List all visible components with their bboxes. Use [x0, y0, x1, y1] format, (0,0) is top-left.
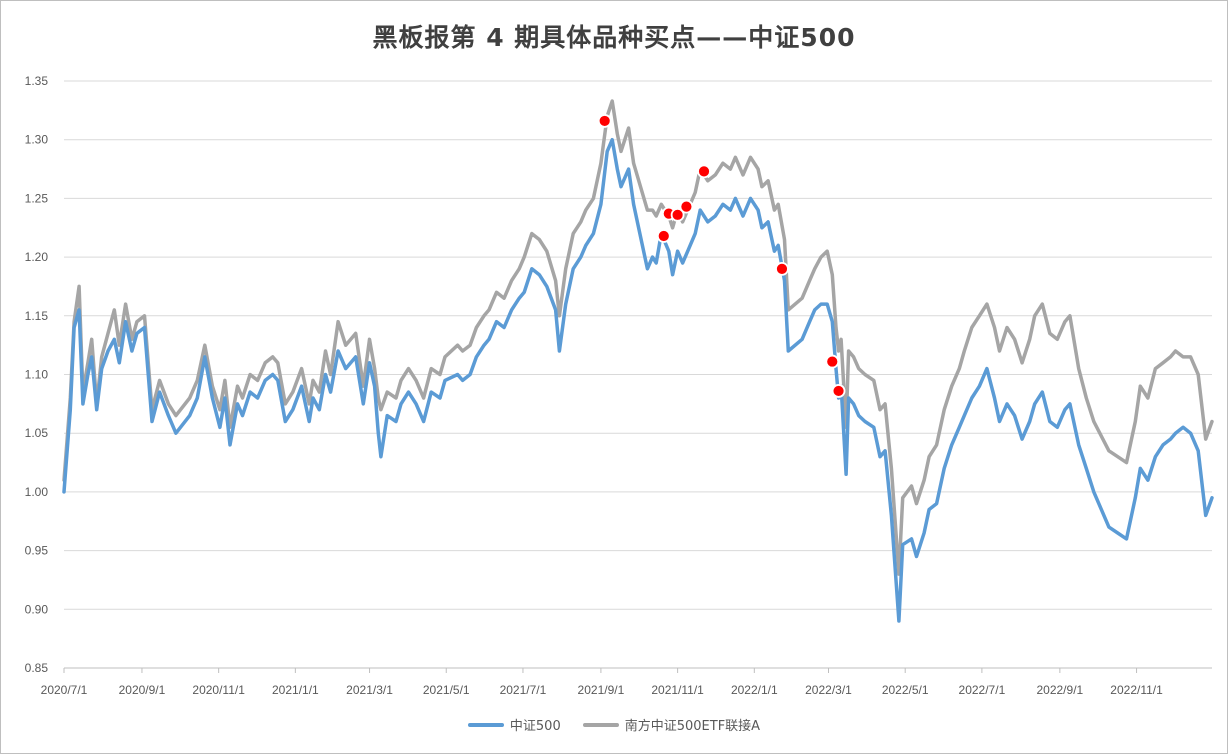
x-tick-label: 2022/5/1: [882, 683, 929, 697]
tick-labels: 0.85 0.90 0.95 1.00 1.05 1.10 1.15 1.20 1.25 1.30…: [25, 74, 1163, 697]
legend: 中证500 南方中证500ETF联接A: [0, 715, 1228, 734]
buy-points: [597, 114, 846, 398]
y-tick-label: 0.85: [25, 661, 49, 675]
x-tick-label: 2022/7/1: [959, 683, 1006, 697]
buy-point-marker: [597, 114, 612, 128]
series: [62, 99, 1214, 623]
y-tick-label: 1.20: [25, 250, 49, 264]
axes: [63, 667, 1212, 673]
y-tick-label: 0.90: [25, 602, 49, 616]
x-tick-label: 2020/9/1: [119, 683, 166, 697]
x-tick-label: 2020/7/1: [41, 683, 88, 697]
x-tick-label: 2021/5/1: [423, 683, 470, 697]
x-tick-label: 2022/3/1: [805, 683, 852, 697]
x-tick-label: 2022/11/1: [1110, 683, 1163, 697]
buy-point-marker: [825, 354, 840, 369]
series-line-etf: [62, 99, 1214, 576]
y-tick-label: 1.15: [25, 309, 49, 323]
x-tick-label: 2021/7/1: [500, 683, 547, 697]
y-tick-label: 1.30: [25, 133, 49, 147]
x-tick-label: 2021/9/1: [578, 683, 625, 697]
legend-item-csi500: 中证500: [467, 715, 561, 734]
legend-label-etf: 南方中证500ETF联接A: [624, 719, 761, 734]
legend-swatch-csi500: [467, 722, 504, 727]
x-tick-label: 2021/3/1: [346, 683, 393, 697]
x-tick-label: 2021/1/1: [272, 683, 319, 697]
buy-point-marker: [697, 164, 711, 179]
x-tick-label: 2021/11/1: [651, 683, 704, 697]
y-tick-label: 1.05: [25, 426, 49, 440]
buy-point-marker: [775, 261, 789, 276]
y-tick-label: 0.95: [25, 544, 49, 558]
y-tick-label: 1.35: [25, 74, 49, 88]
chart-title: 黑板报第 4 期具体品种买点——中证500: [372, 23, 856, 52]
x-tick-label: 2020/11/1: [192, 683, 245, 697]
buy-point-marker: [679, 199, 694, 214]
y-tick-label: 1.10: [25, 368, 49, 382]
series-line-csi500: [62, 137, 1214, 623]
buy-point-marker: [670, 207, 685, 222]
buy-point-marker: [656, 229, 671, 243]
legend-label-csi500: 中证500: [509, 719, 561, 734]
y-tick-label: 1.00: [25, 485, 49, 499]
buy-point-marker: [831, 384, 846, 398]
gridlines: [64, 80, 1212, 610]
legend-swatch-etf: [582, 722, 619, 727]
y-tick-label: 1.25: [25, 191, 49, 205]
x-tick-label: 2022/1/1: [731, 683, 778, 697]
x-tick-label: 2022/9/1: [1036, 683, 1083, 697]
legend-item-etf: 南方中证500ETF联接A: [582, 715, 761, 734]
